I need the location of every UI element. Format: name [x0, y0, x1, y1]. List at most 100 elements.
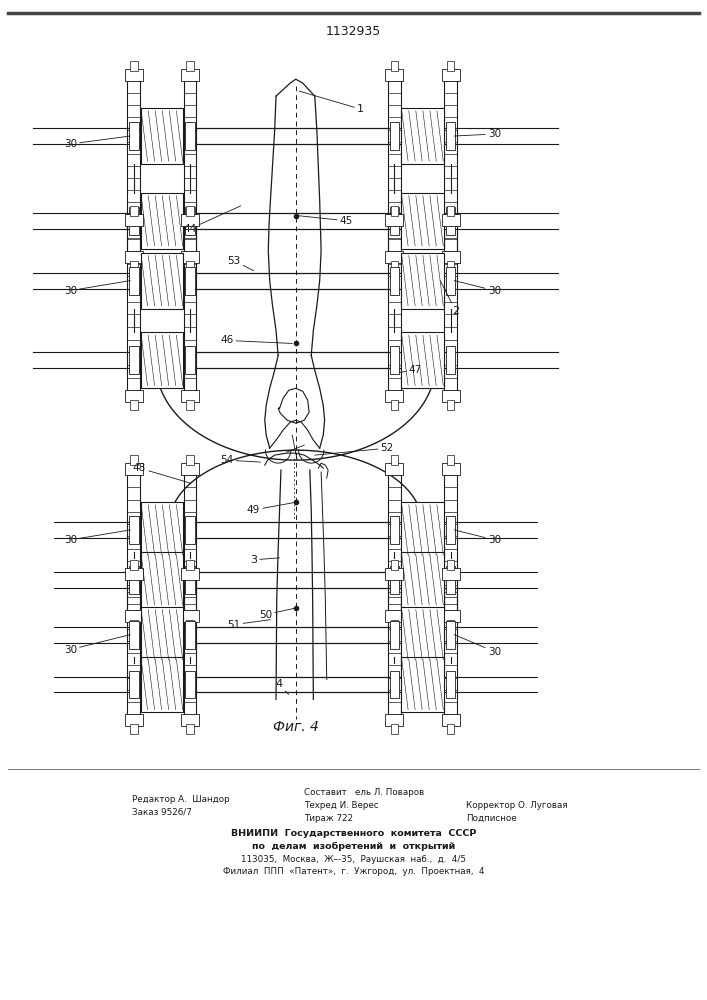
- Bar: [402, 253, 443, 309]
- Text: 45: 45: [299, 216, 353, 226]
- Bar: [447, 455, 455, 465]
- Bar: [447, 400, 455, 410]
- Bar: [185, 267, 195, 295]
- Bar: [141, 108, 183, 164]
- Bar: [141, 657, 183, 712]
- Text: Техред И. Верес: Техред И. Верес: [304, 801, 379, 810]
- Bar: [130, 261, 138, 271]
- Text: 50: 50: [259, 608, 297, 620]
- Bar: [124, 714, 143, 726]
- Bar: [187, 61, 194, 71]
- Bar: [385, 610, 404, 622]
- Bar: [442, 251, 460, 263]
- Bar: [187, 206, 194, 216]
- Bar: [185, 516, 195, 544]
- Bar: [124, 610, 143, 622]
- Bar: [402, 607, 443, 663]
- Bar: [442, 610, 460, 622]
- Bar: [129, 566, 139, 594]
- Bar: [390, 560, 398, 570]
- Text: 30: 30: [454, 530, 501, 545]
- Bar: [124, 568, 143, 580]
- Bar: [445, 671, 455, 698]
- Bar: [129, 621, 139, 649]
- Bar: [447, 206, 455, 216]
- Bar: [390, 621, 399, 649]
- Bar: [187, 455, 194, 465]
- Bar: [129, 122, 139, 150]
- Bar: [187, 400, 194, 410]
- Bar: [385, 463, 404, 475]
- Bar: [130, 560, 138, 570]
- Bar: [129, 267, 139, 295]
- Bar: [141, 607, 183, 663]
- Text: 30: 30: [64, 530, 130, 545]
- Bar: [141, 253, 183, 309]
- Bar: [447, 61, 455, 71]
- Bar: [181, 714, 199, 726]
- Text: 30: 30: [64, 635, 130, 655]
- Bar: [130, 455, 138, 465]
- Bar: [390, 620, 398, 630]
- Bar: [402, 193, 443, 249]
- Bar: [390, 346, 399, 374]
- Text: 30: 30: [454, 281, 501, 296]
- Text: 3: 3: [250, 555, 279, 565]
- Bar: [185, 122, 195, 150]
- Text: 30: 30: [454, 129, 501, 139]
- Bar: [445, 566, 455, 594]
- Bar: [141, 552, 183, 608]
- Bar: [185, 566, 195, 594]
- Bar: [442, 714, 460, 726]
- Bar: [390, 566, 399, 594]
- Text: 30: 30: [454, 635, 501, 657]
- Text: Филиал  ППП  «Патент»,  г.  Ужгород,  ул.  Проектная,  4: Филиал ППП «Патент», г. Ужгород, ул. Про…: [223, 867, 484, 876]
- Text: 49: 49: [247, 502, 297, 515]
- Bar: [130, 206, 138, 216]
- Text: 1132935: 1132935: [326, 25, 381, 38]
- Bar: [124, 214, 143, 226]
- Text: Составит   ель Л. Поваров: Составит ель Л. Поваров: [304, 788, 424, 797]
- Text: 48: 48: [133, 463, 190, 483]
- Bar: [447, 261, 455, 271]
- Bar: [181, 463, 199, 475]
- Bar: [442, 214, 460, 226]
- Bar: [402, 657, 443, 712]
- Bar: [124, 69, 143, 81]
- Bar: [445, 621, 455, 649]
- Text: 53: 53: [227, 256, 254, 271]
- Bar: [442, 69, 460, 81]
- Bar: [185, 207, 195, 235]
- Bar: [385, 214, 404, 226]
- Bar: [445, 267, 455, 295]
- Text: 51: 51: [227, 620, 270, 630]
- Text: 46: 46: [220, 335, 292, 345]
- Bar: [445, 207, 455, 235]
- Bar: [447, 724, 455, 734]
- Text: 4: 4: [275, 679, 288, 694]
- Text: 113035,  Москва,  Ж–-35,  Раушская  наб.,  д.  4/5: 113035, Москва, Ж–-35, Раушская наб., д.…: [241, 854, 466, 863]
- Bar: [390, 455, 398, 465]
- Bar: [187, 560, 194, 570]
- Bar: [445, 346, 455, 374]
- Bar: [402, 552, 443, 608]
- Bar: [390, 61, 398, 71]
- Text: 1: 1: [299, 91, 364, 114]
- Text: по  делам  изобретений  и  открытий: по делам изобретений и открытий: [252, 842, 455, 851]
- Bar: [390, 724, 398, 734]
- Bar: [390, 207, 399, 235]
- Bar: [185, 671, 195, 698]
- Bar: [129, 671, 139, 698]
- Bar: [185, 621, 195, 649]
- Text: Тираж 722: Тираж 722: [304, 814, 354, 823]
- Bar: [442, 568, 460, 580]
- Text: 47: 47: [399, 365, 422, 375]
- Bar: [385, 251, 404, 263]
- Text: Редактор А.  Шандор: Редактор А. Шандор: [132, 795, 229, 804]
- Bar: [130, 724, 138, 734]
- Bar: [181, 69, 199, 81]
- Bar: [181, 568, 199, 580]
- Bar: [390, 400, 398, 410]
- Bar: [390, 122, 399, 150]
- Bar: [187, 620, 194, 630]
